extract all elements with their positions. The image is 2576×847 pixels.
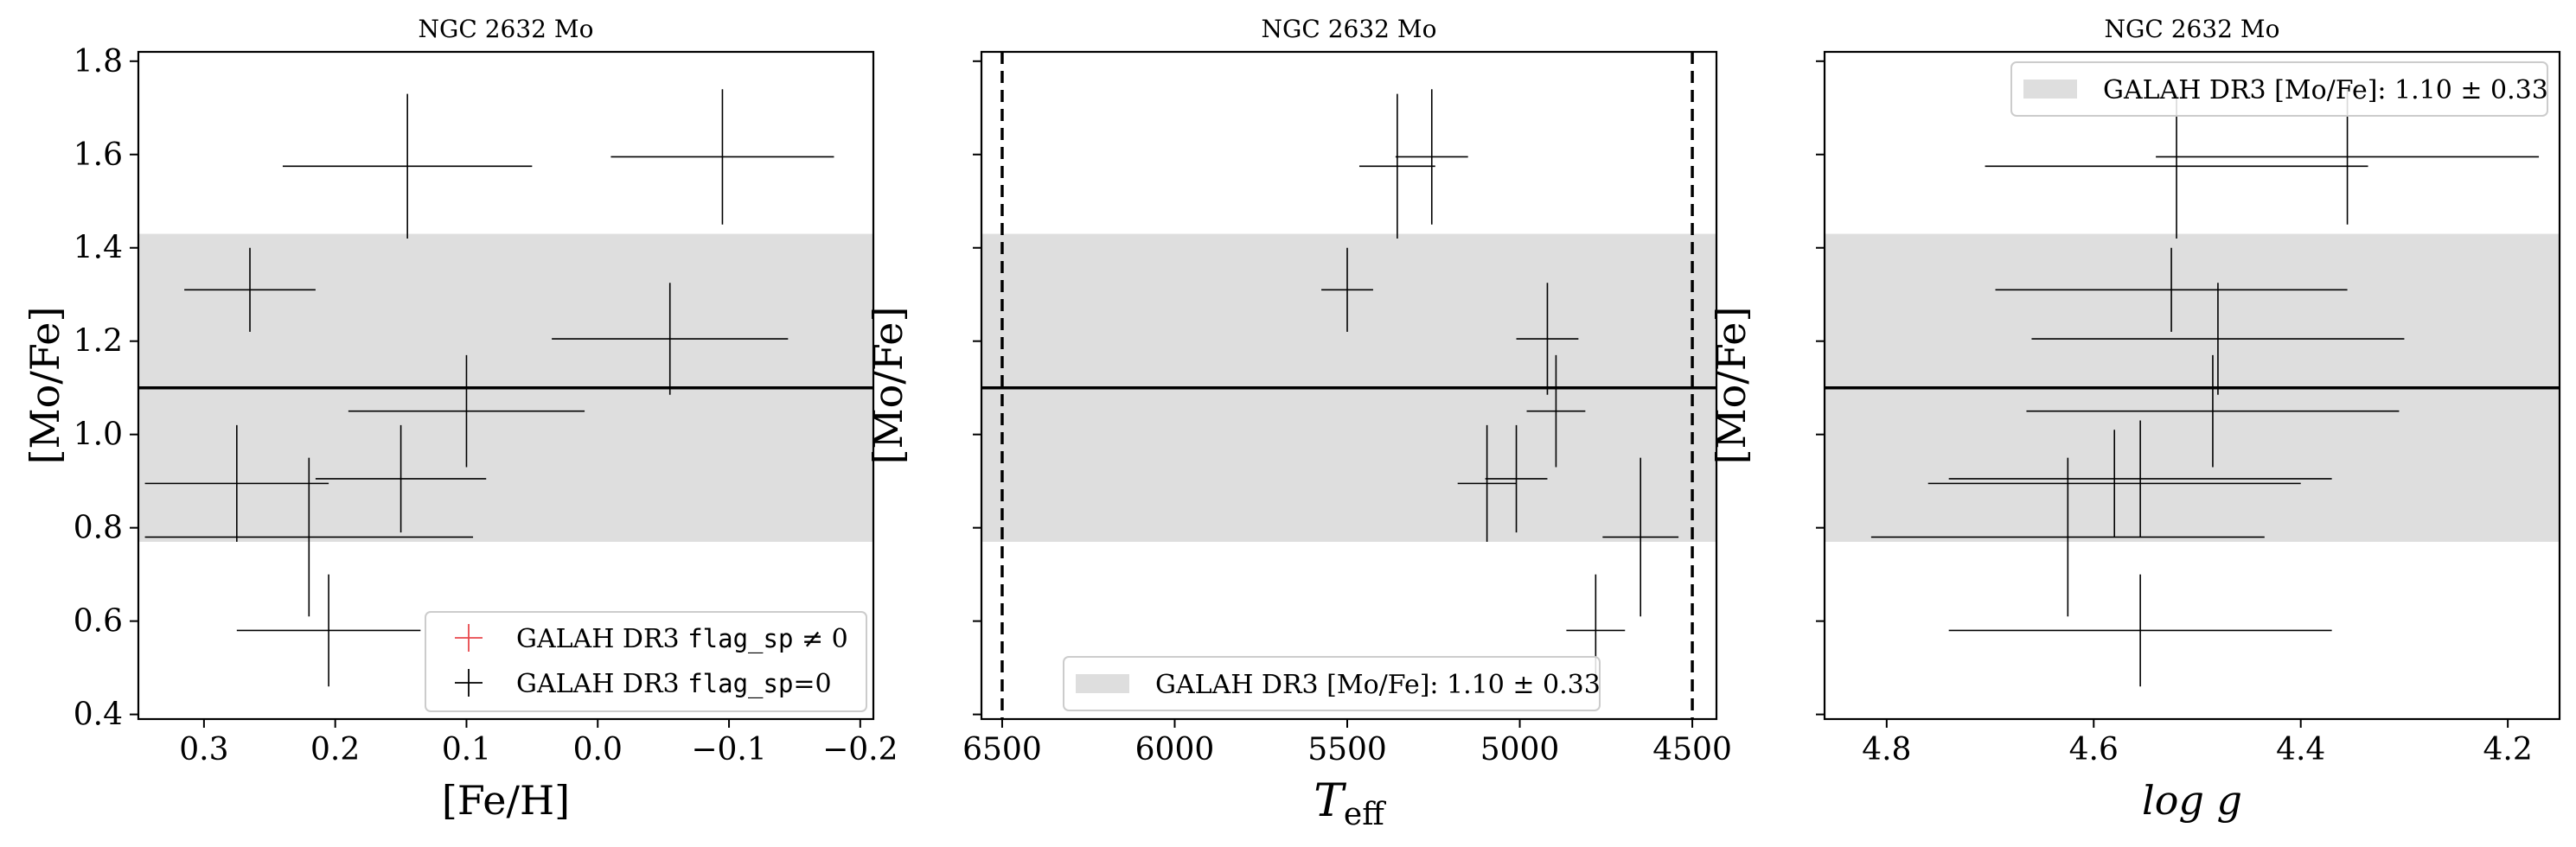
panel-title: NGC 2632 Mo (2105, 15, 2280, 43)
x-axis-label-sub: eff (1344, 797, 1386, 832)
x-tick-label: 4.6 (2069, 732, 2119, 767)
legend-box (1063, 656, 1601, 711)
x-tick-label: 4500 (1652, 732, 1732, 767)
axes-frame (980, 50, 1718, 721)
panel-3: 4.8 4.6 4.4 4.2 NGC 2632 Mo [Mo/Fe] log g GALAH… (1708, 15, 2561, 824)
panel-1: 0.3 0.2 0.1 0.0 −0.1 −0.2 0.4 0.6 0.8 1.0 1.2 1.4 1.… (22, 15, 898, 824)
data-points (144, 89, 834, 687)
data-point (282, 93, 533, 239)
legend-label-code: flag_sp (687, 669, 793, 699)
panel-title: NGC 2632 Mo (419, 15, 594, 43)
data-point (348, 354, 585, 468)
data-point (144, 424, 329, 542)
data-point (2031, 283, 2405, 395)
data-point (1457, 424, 1517, 542)
data-point (1321, 247, 1373, 332)
data-point (315, 424, 487, 533)
x-tick-label: 4.2 (2483, 732, 2533, 767)
data-points (1870, 89, 2540, 687)
x-tick-label: 6500 (962, 732, 1042, 767)
legend-box (2010, 61, 2548, 117)
y-tick-label: 1.8 (74, 44, 123, 80)
axes-frame (137, 50, 875, 721)
legend-label-suffix: =0 (793, 669, 831, 699)
data-point (2026, 354, 2400, 468)
data-point (144, 457, 474, 617)
legend-label: GALAH DR3 [Mo/Fe]: 1.10 ± 0.33 (2103, 75, 2548, 105)
panel-2: 6500 6000 5500 5000 4500 NGC 2632 Mo [Mo/Fe] Te… (865, 15, 1732, 832)
x-tick-label: 4.4 (2276, 732, 2325, 767)
y-tick-label: 0.4 (74, 697, 123, 733)
x-tick-label: 0.1 (442, 732, 491, 767)
legend: GALAH DR3 [Mo/Fe]: 1.10 ± 0.33 (1063, 656, 1601, 711)
x-tick-label: 6000 (1135, 732, 1215, 767)
data-point (1927, 430, 2301, 538)
data-point (552, 283, 789, 395)
x-tick-label: 5500 (1307, 732, 1387, 767)
legend-band-swatch (2023, 80, 2077, 99)
legend-box (425, 611, 867, 712)
y-axis-label: [Mo/Fe] (865, 307, 911, 465)
x-tick-label: 5000 (1480, 732, 1560, 767)
data-point (1526, 354, 1586, 468)
data-point (1516, 283, 1579, 395)
y-tick-label: 1.6 (74, 137, 123, 173)
x-tick-label: 0.2 (310, 732, 360, 767)
legend-label: GALAH DR3 flag_sp ≠ 0 (516, 624, 848, 654)
data-point (1948, 420, 2332, 538)
x-tick-label: 0.3 (179, 732, 228, 767)
y-tick-label: 0.8 (74, 511, 123, 546)
data-point (1485, 424, 1548, 533)
legend-band-swatch (1076, 674, 1129, 693)
x-axis-label: Teff (1314, 775, 1386, 832)
legend-label-suffix: ≠ 0 (793, 624, 847, 654)
x-axis-label: log g (2142, 777, 2242, 824)
x-tick-label: 0.0 (573, 732, 623, 767)
legend-label: GALAH DR3 flag_sp=0 (516, 669, 832, 699)
y-tick-label: 0.6 (74, 604, 123, 640)
data-point (184, 247, 316, 332)
y-axis-label: [Mo/Fe] (1708, 307, 1755, 465)
data-point (1985, 93, 2368, 239)
data-point (1995, 247, 2348, 332)
y-tick-label: 1.2 (74, 324, 123, 360)
data-point (1395, 89, 1468, 225)
data-points (1321, 89, 1679, 687)
panel-title: NGC 2632 Mo (1262, 15, 1437, 43)
legend-label: GALAH DR3 [Mo/Fe]: 1.10 ± 0.33 (1155, 670, 1601, 700)
x-tick-label: 4.8 (1862, 732, 1911, 767)
data-point (1358, 93, 1435, 239)
x-axis-label: [Fe/H] (442, 777, 570, 824)
x-tick-label: −0.2 (822, 732, 898, 767)
data-point (1948, 574, 2332, 687)
data-point (610, 89, 834, 225)
y-axis-label: [Mo/Fe] (22, 307, 68, 465)
legend: GALAH DR3 [Mo/Fe]: 1.10 ± 0.33 (2010, 61, 2548, 117)
y-tick-label: 1.0 (74, 417, 123, 453)
legend-label-code: flag_sp (687, 624, 793, 654)
data-point (1870, 457, 2265, 617)
legend-label-prefix: GALAH DR3 (516, 669, 687, 699)
data-point (236, 574, 421, 687)
data-point (1602, 457, 1679, 617)
x-tick-label: −0.1 (691, 732, 766, 767)
legend-label-prefix: GALAH DR3 (516, 624, 687, 654)
x-axis-label-main: T (1314, 775, 1346, 827)
y-tick-label: 1.4 (74, 231, 123, 266)
axes-frame (1823, 50, 2561, 721)
